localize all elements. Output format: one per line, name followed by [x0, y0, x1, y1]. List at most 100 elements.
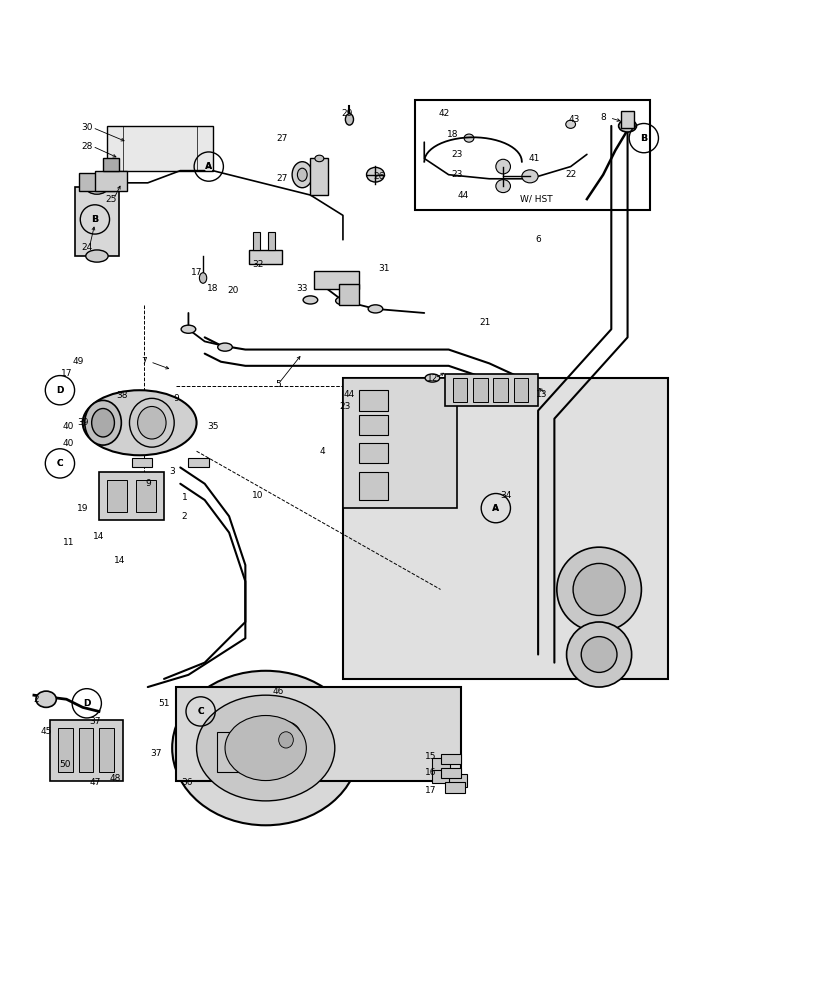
Text: C: C [197, 707, 204, 716]
Text: 1: 1 [181, 493, 187, 502]
Text: 40: 40 [62, 439, 73, 448]
Ellipse shape [82, 390, 197, 455]
Ellipse shape [85, 400, 122, 445]
Bar [99, 472, 164, 520]
Bar [494, 378, 508, 402]
Bar [432, 758, 450, 771]
Bar [268, 232, 275, 250]
Ellipse shape [496, 159, 511, 174]
Text: D: D [83, 699, 91, 708]
Text: 48: 48 [109, 774, 121, 783]
Text: 46: 46 [273, 687, 284, 696]
Bar [99, 728, 113, 772]
Ellipse shape [496, 180, 511, 193]
Bar [58, 728, 73, 772]
Text: 43: 43 [569, 115, 580, 124]
Bar [359, 390, 388, 411]
Ellipse shape [522, 170, 538, 183]
Bar [339, 284, 359, 305]
Ellipse shape [91, 409, 114, 437]
Circle shape [581, 637, 617, 672]
Text: 41: 41 [529, 154, 539, 163]
Text: 49: 49 [73, 357, 84, 366]
Bar [445, 782, 465, 793]
Text: 17: 17 [191, 268, 202, 277]
Bar [343, 378, 668, 679]
Text: 36: 36 [181, 778, 193, 787]
Bar [359, 472, 388, 500]
Text: B: B [641, 134, 647, 143]
Ellipse shape [279, 732, 293, 748]
Ellipse shape [335, 297, 350, 305]
Text: 10: 10 [252, 491, 264, 500]
Bar [415, 100, 650, 210]
Ellipse shape [218, 343, 233, 351]
Text: B: B [92, 215, 98, 224]
Text: 25: 25 [105, 195, 117, 204]
Text: 31: 31 [378, 264, 389, 273]
Ellipse shape [199, 273, 206, 283]
Bar [441, 768, 461, 778]
Ellipse shape [425, 374, 440, 382]
Text: 15: 15 [425, 752, 437, 761]
Ellipse shape [172, 671, 359, 825]
Ellipse shape [315, 155, 324, 162]
Ellipse shape [270, 722, 302, 758]
Text: 27: 27 [277, 134, 287, 143]
Text: A: A [493, 504, 499, 513]
Text: 37: 37 [89, 717, 100, 726]
Text: 21: 21 [480, 318, 491, 327]
Text: 23: 23 [339, 402, 351, 411]
Ellipse shape [366, 167, 384, 182]
Bar [473, 378, 488, 402]
Text: 17: 17 [60, 369, 72, 378]
Text: 29: 29 [341, 109, 353, 118]
Text: 26: 26 [374, 172, 385, 181]
Ellipse shape [345, 114, 353, 125]
Bar [441, 754, 461, 764]
Bar [95, 171, 127, 191]
Ellipse shape [464, 134, 474, 142]
Text: 44: 44 [458, 191, 469, 200]
Bar [250, 250, 282, 264]
Bar [449, 774, 467, 787]
Ellipse shape [86, 180, 109, 194]
Ellipse shape [297, 168, 307, 181]
Text: 23: 23 [451, 170, 463, 179]
Text: 44: 44 [344, 390, 355, 399]
Ellipse shape [86, 250, 109, 262]
Circle shape [557, 547, 641, 632]
Bar [131, 458, 152, 467]
Text: 3: 3 [169, 467, 175, 476]
Bar [176, 687, 461, 781]
Text: 11: 11 [63, 538, 74, 547]
Text: 24: 24 [81, 243, 92, 252]
Text: C: C [57, 459, 63, 468]
Text: A: A [206, 162, 212, 171]
Text: 14: 14 [93, 532, 104, 541]
Ellipse shape [197, 695, 335, 801]
Bar [107, 126, 213, 171]
Bar [50, 720, 123, 781]
Text: 22: 22 [565, 170, 576, 179]
Bar [254, 232, 260, 250]
Text: 18: 18 [207, 284, 219, 293]
Text: 30: 30 [81, 123, 92, 132]
Text: 50: 50 [59, 760, 70, 769]
Text: 35: 35 [207, 422, 219, 431]
Circle shape [573, 563, 625, 615]
Text: 12: 12 [427, 374, 438, 383]
Text: 39: 39 [77, 418, 88, 427]
Text: 5: 5 [275, 380, 281, 389]
Text: D: D [83, 699, 91, 708]
Text: 9: 9 [145, 479, 151, 488]
Bar [74, 187, 119, 256]
Bar [78, 728, 93, 772]
Text: 32: 32 [252, 260, 264, 269]
Bar [103, 158, 119, 171]
Text: 42: 42 [439, 109, 450, 118]
Ellipse shape [303, 296, 317, 304]
Ellipse shape [181, 325, 196, 333]
Text: 2: 2 [33, 695, 39, 704]
Text: 6: 6 [535, 235, 541, 244]
